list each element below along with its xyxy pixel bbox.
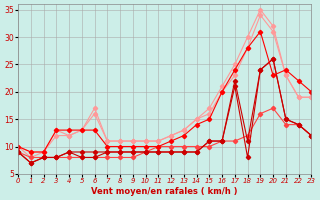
X-axis label: Vent moyen/en rafales ( km/h ): Vent moyen/en rafales ( km/h ) [92, 187, 238, 196]
